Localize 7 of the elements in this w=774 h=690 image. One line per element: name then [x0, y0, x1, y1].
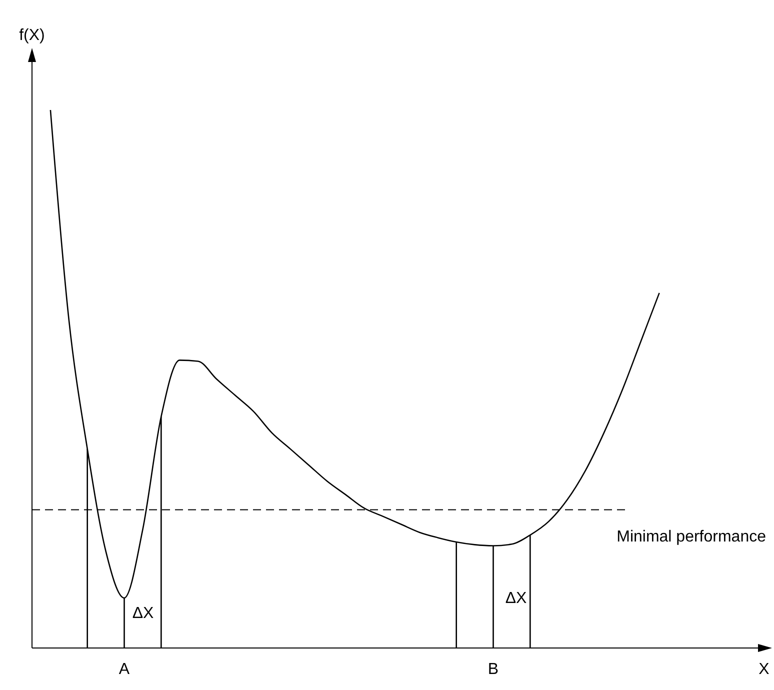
annotation: ΔX: [132, 605, 154, 622]
y-axis-title: f(X): [19, 27, 45, 44]
ref-line-label: Minimal performance: [616, 528, 766, 546]
x-tick-label: A: [118, 661, 130, 678]
x-axis-title: X: [758, 661, 770, 678]
annotation: ΔX: [505, 590, 528, 607]
x-tick-label: B: [488, 661, 499, 678]
